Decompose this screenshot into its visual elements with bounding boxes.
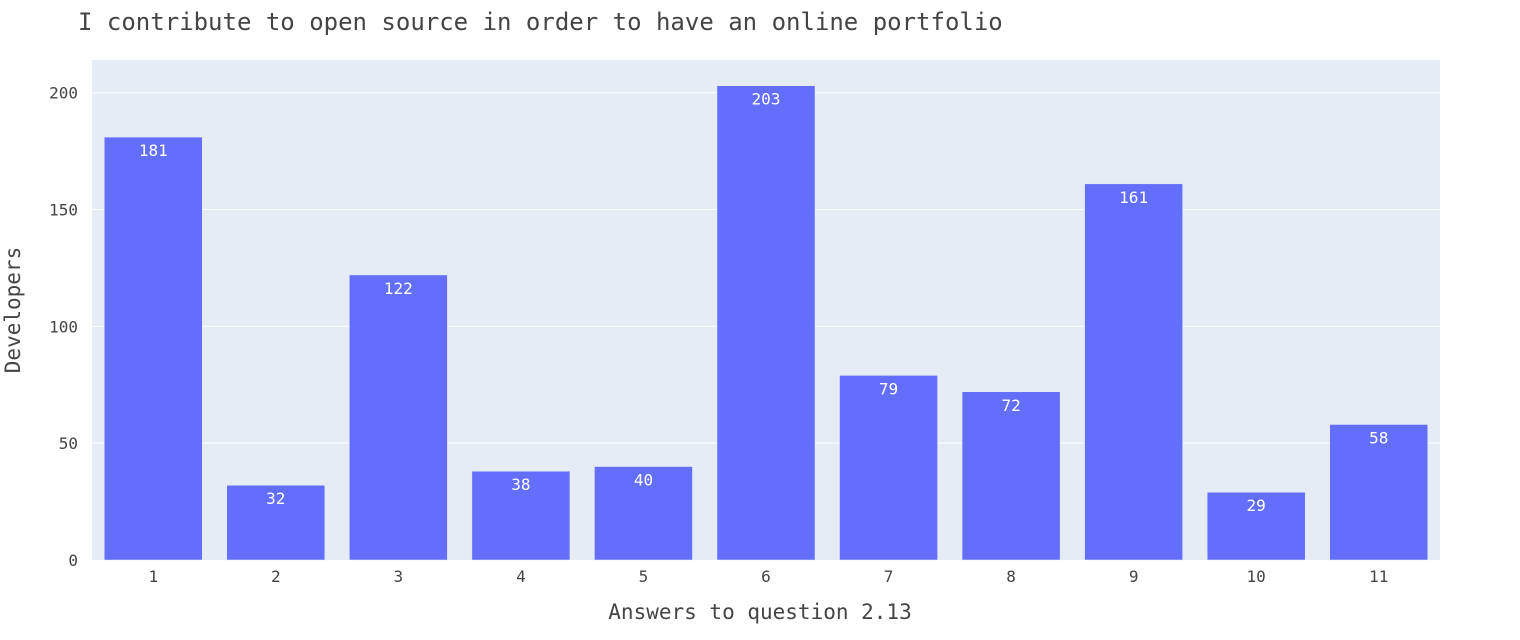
bar: [1329, 424, 1428, 561]
bar: [961, 391, 1061, 561]
data-label: 122: [384, 279, 413, 298]
x-tick-label: 4: [516, 567, 526, 586]
data-label: 29: [1247, 496, 1266, 515]
bar: [104, 136, 203, 561]
data-label: 203: [752, 90, 781, 109]
chart-title: I contribute to open source in order to …: [78, 8, 1003, 36]
x-tick-label: 8: [1006, 567, 1016, 586]
x-tick-label: 3: [394, 567, 404, 586]
y-tick-label: 150: [49, 201, 78, 220]
x-tick-label: 10: [1247, 567, 1266, 586]
data-label: 181: [139, 141, 168, 160]
x-tick-label: 7: [884, 567, 894, 586]
x-tick-label: 9: [1129, 567, 1139, 586]
y-tick-label: 0: [68, 551, 78, 570]
x-tick-label: 1: [148, 567, 158, 586]
bar: [471, 470, 571, 561]
bar: [839, 375, 938, 561]
bar: [1084, 183, 1183, 561]
data-label: 38: [511, 475, 530, 494]
x-axis-title: Answers to question 2.13: [608, 600, 911, 624]
data-label: 32: [266, 489, 285, 508]
data-label: 79: [879, 379, 898, 398]
data-label: 58: [1369, 428, 1388, 447]
x-tick-label: 6: [761, 567, 771, 586]
bar: [594, 466, 693, 561]
x-axis-tick-labels: 1 2 3 4 5 6 7 8 9 10 11: [148, 567, 1388, 586]
bar: [716, 85, 816, 561]
data-label: 40: [634, 471, 653, 490]
y-tick-label: 100: [49, 317, 78, 336]
bar: [226, 484, 326, 561]
y-axis-tick-labels: 0 50 100 150 200: [49, 84, 78, 570]
x-tick-label: 2: [271, 567, 281, 586]
data-label: 161: [1119, 188, 1148, 207]
bar: [349, 274, 448, 561]
y-tick-label: 50: [59, 434, 78, 453]
y-axis-title: Developers: [1, 247, 25, 373]
bars: [104, 85, 1428, 561]
data-label: 72: [1001, 396, 1020, 415]
bar: [1206, 491, 1306, 561]
x-tick-label: 5: [639, 567, 649, 586]
x-tick-label: 11: [1369, 567, 1388, 586]
data-labels: 181 32 122 38 40 203 79 72 161 29 58: [139, 90, 1389, 516]
y-tick-label: 200: [49, 84, 78, 103]
